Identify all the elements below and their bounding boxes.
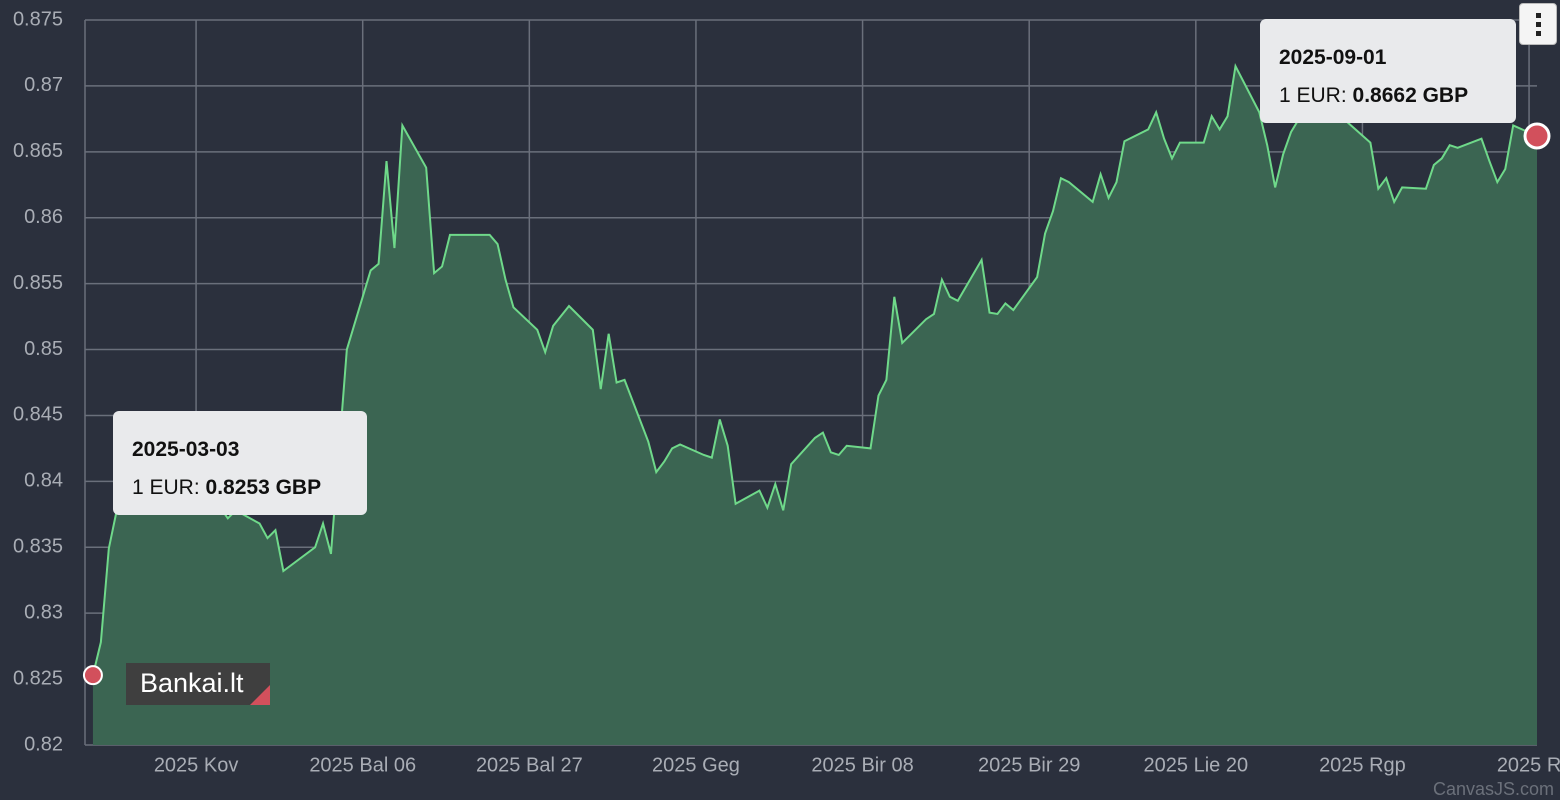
y-tick-label: 0.86 <box>24 206 63 228</box>
y-tick-label: 0.835 <box>13 536 63 558</box>
marker <box>1523 122 1551 150</box>
y-tick-label: 0.825 <box>13 667 63 689</box>
x-tick-label: 2025 Bir 08 <box>811 754 913 776</box>
x-tick-label: 2025 Kov <box>154 754 239 776</box>
x-tick-label: 2025 Bal 27 <box>476 754 583 776</box>
y-tick-label: 0.845 <box>13 404 63 426</box>
y-tick-label: 0.84 <box>24 470 63 492</box>
tooltip: 2025-09-01 1 EUR: 0.8662 GBP <box>1260 19 1516 123</box>
x-tick-label: 2025 R <box>1497 754 1560 776</box>
tooltip-date: 2025-03-03 <box>132 438 240 461</box>
menu-button[interactable] <box>1519 3 1557 45</box>
tooltip-prefix: 1 EUR: <box>1279 84 1347 107</box>
y-tick-label: 0.83 <box>24 601 63 623</box>
area <box>92 66 1537 746</box>
y-tick-label: 0.85 <box>24 338 63 360</box>
watermark-text: Bankai.lt <box>140 668 244 698</box>
x-tick-label: 2025 Lie 20 <box>1144 754 1249 776</box>
tooltip-prefix: 1 EUR: <box>132 476 200 499</box>
y-tick-label: 0.875 <box>13 8 63 30</box>
tooltip-date: 2025-09-01 <box>1279 46 1387 69</box>
x-tick-label: 2025 Geg <box>652 754 740 776</box>
tooltip-value: 0.8662 GBP <box>1352 84 1469 107</box>
x-tick-label: 2025 Bir 29 <box>978 754 1080 776</box>
y-tick-label: 0.87 <box>24 74 63 96</box>
tooltip: 2025-03-03 1 EUR: 0.8253 GBP <box>113 411 367 515</box>
watermark: Bankai.lt <box>126 663 270 705</box>
watermark-corner <box>250 685 270 705</box>
y-tick-label: 0.855 <box>13 272 63 294</box>
x-tick-label: 2025 Rgp <box>1319 754 1406 776</box>
credit[interactable]: CanvasJS.com <box>1432 779 1554 799</box>
x-tick-label: 2025 Bal 06 <box>309 754 416 776</box>
marker <box>82 665 103 686</box>
tooltip-value: 0.8253 GBP <box>205 476 322 499</box>
y-tick-label: 0.865 <box>13 140 63 162</box>
y-tick-label: 0.82 <box>24 733 63 755</box>
